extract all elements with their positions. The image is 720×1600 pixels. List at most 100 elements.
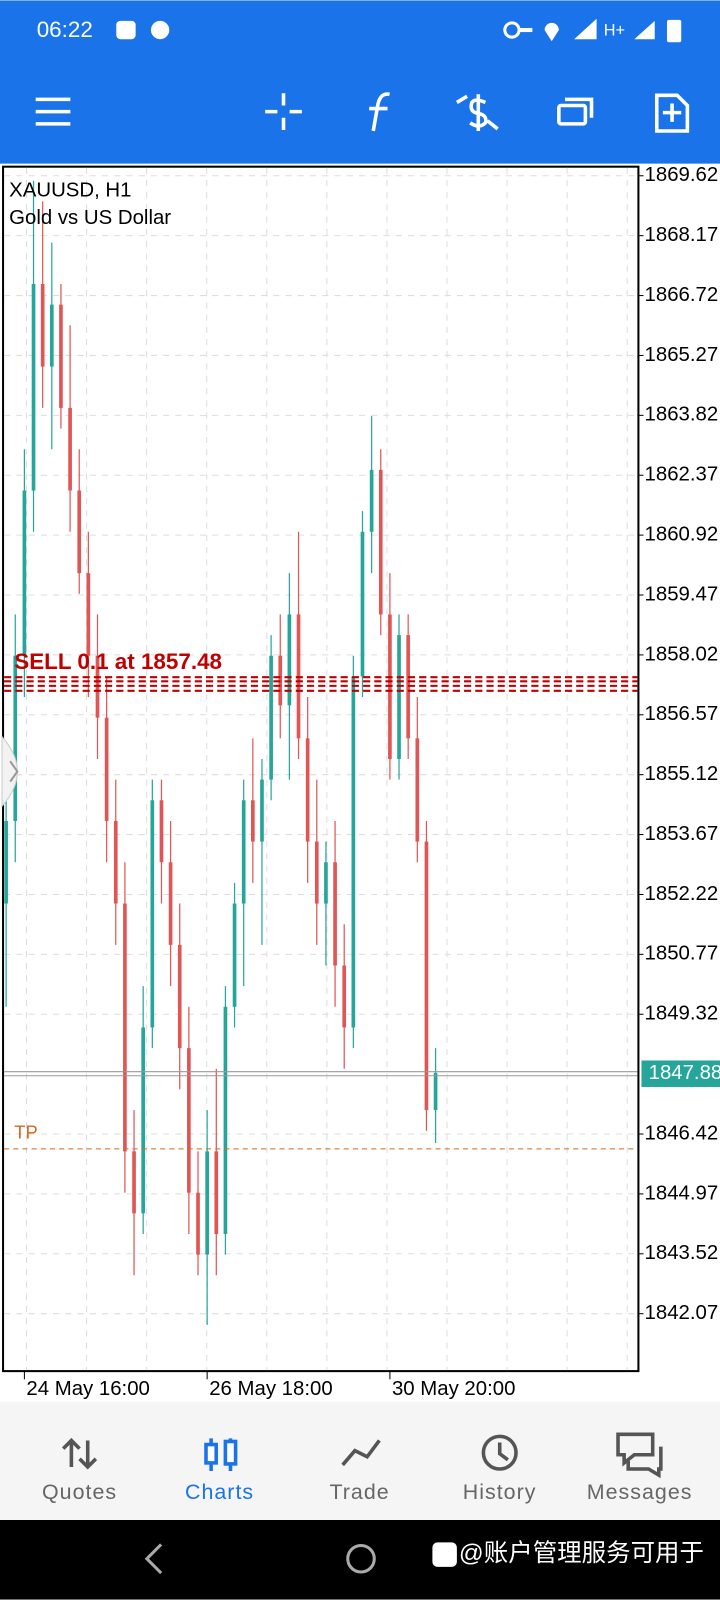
candle-body — [159, 800, 164, 863]
nav-icon — [481, 1434, 518, 1471]
status-network: H+ — [604, 21, 625, 39]
candle-body — [369, 469, 374, 532]
nav-icon — [616, 1432, 663, 1479]
y-tick-label: 1846.42 — [645, 1122, 719, 1144]
candle-body — [104, 717, 109, 821]
candle-body — [287, 614, 292, 706]
windows-button[interactable] — [564, 97, 594, 118]
back-button[interactable] — [144, 1543, 163, 1575]
candle-body — [223, 1006, 228, 1234]
side-panel-handle[interactable] — [1, 735, 18, 808]
candle-body — [168, 862, 173, 945]
chart-frame — [2, 165, 640, 1373]
candle-body — [187, 1048, 191, 1193]
status-time: 06:22 — [37, 17, 93, 42]
tp-label: TP — [14, 1121, 37, 1142]
candle-body — [31, 283, 36, 491]
candle-body — [351, 676, 356, 1028]
home-button[interactable] — [346, 1543, 376, 1574]
status-battery — [666, 19, 682, 43]
candle-body — [305, 738, 310, 842]
candle-body — [123, 903, 127, 1152]
watermark: @账户管理服务可用于 — [459, 1539, 704, 1567]
status-key — [518, 27, 533, 33]
candle-body — [378, 469, 383, 615]
y-tick-label: 1855.12 — [645, 763, 719, 785]
status-signal — [574, 18, 597, 40]
nav-icon — [61, 1437, 98, 1470]
status-icon — [150, 20, 170, 40]
candle-body — [196, 1192, 200, 1255]
y-tick-label: 1850.77 — [645, 943, 719, 965]
system-nav-bar — [0, 1520, 720, 1600]
candle-body — [260, 779, 264, 842]
candle-body — [397, 635, 401, 759]
y-tick-label: 1865.27 — [645, 344, 719, 366]
new-order-button[interactable] — [654, 93, 690, 133]
nav-label[interactable]: Messages — [587, 1480, 693, 1504]
candle-body — [13, 655, 18, 821]
candle-body — [40, 283, 45, 367]
bottom-nav — [0, 1401, 720, 1520]
y-tick-label: 1868.17 — [645, 224, 719, 246]
y-tick-label: 1852.22 — [645, 883, 719, 905]
menu-button[interactable] — [35, 97, 71, 126]
x-tick-label: 24 May 16:00 — [26, 1378, 149, 1400]
candle-body — [150, 800, 155, 1028]
status-location — [544, 22, 559, 42]
y-tick-label: 1863.82 — [645, 404, 719, 426]
candle-body — [214, 1151, 219, 1234]
candle-body — [68, 407, 72, 491]
y-tick-label: 1866.72 — [645, 284, 719, 306]
chart-symbol: XAUUSD, H1 — [9, 180, 131, 202]
status-signal — [634, 20, 655, 40]
crosshair-button[interactable] — [265, 93, 302, 130]
candle-body — [59, 304, 63, 408]
nav-label[interactable]: Charts — [185, 1480, 254, 1504]
windows-button[interactable] — [557, 103, 588, 126]
candle-body — [251, 800, 255, 842]
candle-body — [269, 655, 273, 780]
candle-body — [241, 800, 246, 904]
indicators-button[interactable] — [369, 92, 390, 132]
candle-body — [333, 862, 337, 966]
candle-body — [415, 738, 420, 842]
nav-icon — [204, 1442, 218, 1465]
candle-body — [342, 965, 347, 1028]
nav-label[interactable]: History — [463, 1480, 537, 1504]
x-tick-label: 26 May 18:00 — [209, 1378, 332, 1400]
nav-icon — [497, 1442, 509, 1462]
nav-label[interactable]: Trade — [329, 1480, 389, 1504]
watermark-icon — [432, 1542, 457, 1567]
y-tick-label: 1860.92 — [645, 524, 719, 546]
candle-body — [132, 1151, 136, 1214]
candle-body — [49, 304, 54, 367]
y-tick-label: 1859.47 — [645, 583, 719, 605]
chart-description: Gold vs US Dollar — [9, 207, 171, 229]
current-price-label: 1847.88 — [649, 1062, 720, 1084]
candle-body — [232, 903, 237, 1007]
y-tick-label: 1862.37 — [645, 464, 719, 486]
candle-body — [141, 1027, 146, 1214]
nav-label[interactable]: Quotes — [42, 1480, 117, 1504]
candle-body — [424, 841, 429, 1111]
y-tick-label: 1858.02 — [645, 643, 719, 665]
candle-body — [433, 1072, 438, 1111]
y-tick-label: 1856.57 — [645, 703, 719, 725]
x-tick-label: 30 May 20:00 — [392, 1378, 515, 1400]
y-tick-label: 1844.97 — [645, 1182, 719, 1204]
candle-body — [205, 1151, 209, 1255]
candle-body — [4, 820, 8, 904]
candle-body — [22, 490, 27, 656]
candle-body — [314, 841, 319, 904]
trade-button[interactable] — [455, 94, 499, 131]
candle-body — [86, 573, 91, 656]
status-icon — [116, 20, 136, 40]
current-price-tag — [641, 1060, 720, 1087]
candle-body — [324, 862, 328, 904]
y-tick-label: 1853.67 — [645, 823, 719, 845]
side-panel-handle — [9, 760, 19, 783]
order-label: SELL 0.1 at 1857.48 — [14, 649, 222, 674]
candle-body — [360, 531, 365, 677]
